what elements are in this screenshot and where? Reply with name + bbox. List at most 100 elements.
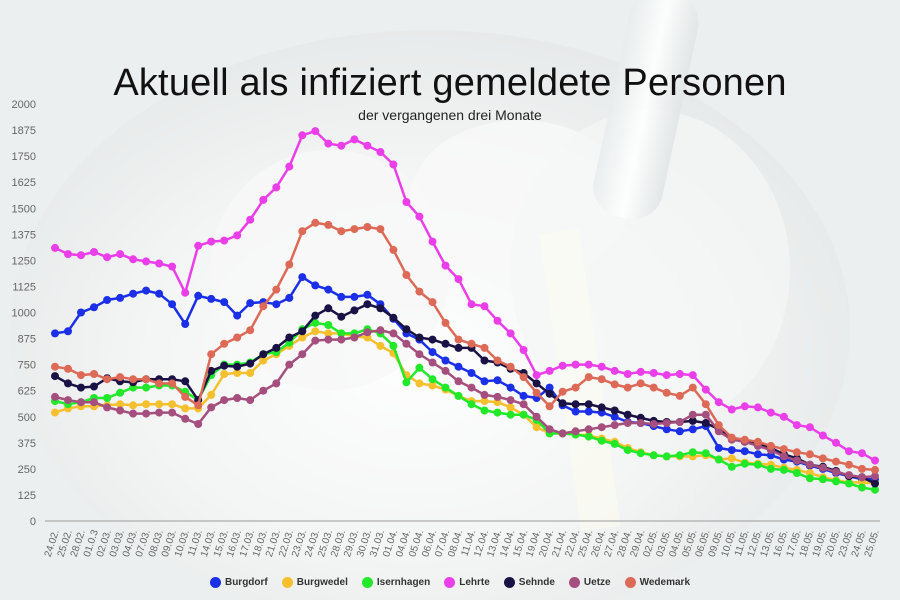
data-point: [845, 471, 853, 480]
data-point: [233, 394, 242, 402]
data-point: [324, 335, 333, 344]
data-point: [727, 454, 736, 463]
data-point: [623, 370, 632, 378]
data-point: [129, 409, 138, 418]
data-point: [168, 262, 177, 271]
data-point: [506, 403, 515, 412]
series-sehnde: [51, 300, 879, 488]
data-point: [701, 400, 710, 409]
data-point: [64, 327, 72, 336]
data-point: [662, 425, 671, 434]
data-point: [246, 326, 255, 335]
data-point: [103, 375, 112, 384]
data-point: [610, 406, 619, 415]
data-point: [285, 162, 294, 171]
data-point: [493, 408, 502, 417]
data-point: [584, 432, 593, 441]
data-point: [298, 273, 307, 282]
data-point: [662, 419, 671, 427]
data-point: [181, 404, 190, 413]
y-tick-label: 125: [18, 490, 36, 502]
data-point: [584, 407, 593, 416]
data-point: [142, 400, 151, 409]
data-point: [298, 350, 307, 359]
data-point: [727, 433, 736, 442]
data-point: [584, 400, 593, 409]
data-point: [688, 448, 697, 457]
data-point: [220, 298, 229, 307]
data-point: [311, 336, 320, 345]
data-point: [389, 245, 398, 254]
data-point: [871, 479, 879, 488]
data-point: [545, 402, 554, 411]
data-point: [376, 304, 385, 313]
data-point: [688, 416, 697, 425]
data-point: [871, 456, 879, 465]
data-point: [64, 379, 72, 388]
chart-title: Aktuell als infiziert gemeldete Personen: [113, 62, 787, 104]
data-point: [467, 339, 476, 348]
data-point: [740, 447, 749, 456]
data-point: [636, 419, 645, 427]
data-point: [519, 410, 528, 419]
legend-item-isernhagen: Isernhagen: [361, 577, 430, 588]
data-point: [832, 468, 840, 476]
data-point: [818, 431, 827, 440]
y-tick-label: 1375: [12, 229, 36, 241]
data-point: [766, 441, 775, 450]
data-point: [311, 281, 320, 290]
data-point: [285, 293, 294, 302]
data-point: [662, 452, 671, 461]
data-point: [77, 398, 85, 407]
data-point: [402, 339, 411, 348]
data-point: [701, 419, 710, 427]
data-point: [454, 391, 463, 400]
y-tick-label: 1750: [12, 151, 36, 163]
data-point: [129, 375, 138, 384]
data-point: [51, 329, 59, 338]
data-point: [454, 377, 463, 386]
data-point: [428, 335, 437, 344]
data-point: [181, 377, 190, 386]
data-point: [493, 392, 502, 401]
data-point: [311, 327, 320, 336]
y-tick-label: 1000: [12, 308, 36, 320]
series-line-wedemark: [54, 221, 876, 472]
data-point: [389, 160, 398, 169]
data-point: [688, 425, 697, 434]
data-point: [389, 341, 398, 350]
data-point: [571, 360, 580, 369]
data-point: [311, 127, 320, 136]
data-point: [311, 218, 320, 227]
data-point: [51, 362, 59, 371]
data-point: [77, 308, 85, 317]
data-point: [545, 389, 554, 398]
data-point: [805, 450, 814, 459]
data-point: [428, 358, 437, 367]
data-point: [805, 423, 814, 432]
data-point: [233, 333, 242, 342]
legend-item-burgdorf: Burgdorf: [209, 577, 268, 588]
data-point: [779, 445, 788, 454]
data-point: [649, 420, 658, 428]
data-point: [506, 396, 515, 405]
data-point: [610, 366, 619, 375]
data-point: [246, 299, 255, 308]
data-point: [701, 385, 710, 394]
legend-swatch: [281, 577, 293, 588]
data-point: [506, 410, 515, 419]
data-point: [714, 427, 723, 436]
data-point: [298, 333, 307, 342]
data-point: [766, 408, 775, 417]
data-point: [116, 293, 125, 302]
data-point: [623, 383, 632, 392]
data-point: [753, 450, 762, 459]
data-point: [558, 361, 567, 370]
data-point: [480, 406, 489, 415]
data-point: [155, 379, 164, 388]
data-point: [636, 379, 645, 388]
data-point: [832, 438, 840, 447]
data-point: [116, 250, 125, 259]
y-tick-label: 375: [18, 438, 36, 450]
